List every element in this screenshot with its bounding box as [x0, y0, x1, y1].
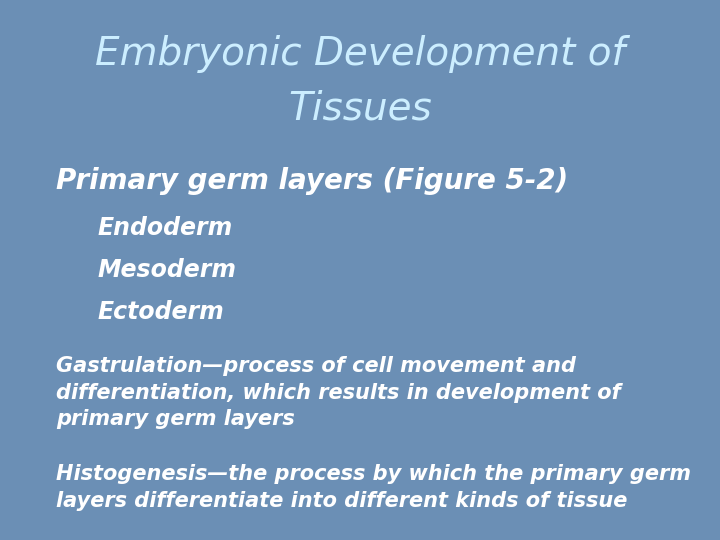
Text: Tissues: Tissues	[288, 89, 432, 127]
Text: Histogenesis—the process by which the primary germ
layers differentiate into dif: Histogenesis—the process by which the pr…	[56, 464, 691, 511]
Text: Mesoderm: Mesoderm	[98, 258, 237, 282]
Text: Ectoderm: Ectoderm	[98, 300, 225, 324]
Text: Primary germ layers (Figure 5-2): Primary germ layers (Figure 5-2)	[56, 167, 568, 195]
Text: Gastrulation—process of cell movement and
differentiation, which results in deve: Gastrulation—process of cell movement an…	[56, 356, 621, 429]
Text: Endoderm: Endoderm	[98, 216, 233, 240]
Text: Embryonic Development of: Embryonic Development of	[95, 35, 625, 73]
